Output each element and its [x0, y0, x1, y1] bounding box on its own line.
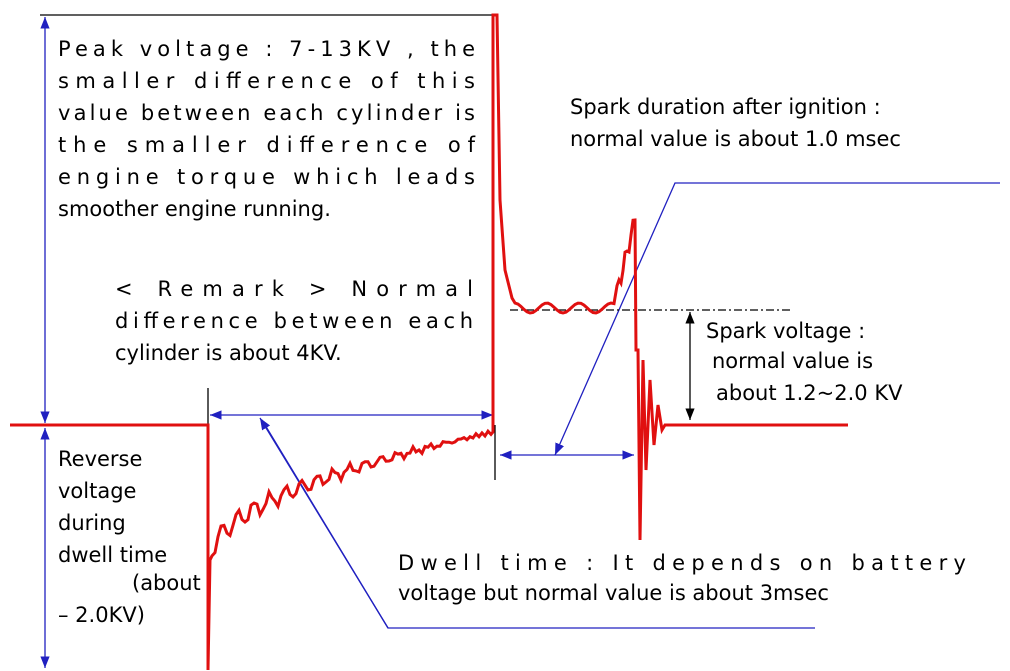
text-line: smoother engine running.: [58, 197, 331, 221]
text-line: dwell time: [58, 543, 167, 567]
text-line: engine torque which leads: [58, 165, 475, 189]
text-line: Reverse: [58, 447, 142, 471]
text-line: Dwell time : It depends on battery: [398, 551, 966, 575]
text-line: normal value is about 1.0 msec: [570, 127, 901, 151]
peak-text: Peak voltage : 7-13KV , the smaller diff…: [58, 37, 476, 221]
guides: [40, 14, 1000, 668]
text-line: cylinder is about 4KV.: [115, 341, 342, 365]
text-line: about 1.2~2.0 KV: [716, 381, 903, 405]
text-line: < Remark > Normal: [115, 277, 473, 301]
text-line: smaller difference of this: [58, 69, 475, 93]
text-line: value between each cylinder is: [58, 101, 475, 125]
spark-duration-text: Spark duration after ignition : normal v…: [570, 95, 901, 151]
dwell-text: Dwell time : It depends on battery volta…: [398, 551, 966, 605]
text-line: Peak voltage : 7-13KV , the: [58, 37, 475, 61]
reverse-text: Reverse voltage during dwell time (about…: [58, 447, 201, 627]
text-line: difference between each: [115, 309, 473, 333]
waveform: [10, 13, 848, 671]
text-line: the smaller difference of: [58, 133, 476, 157]
text-line: voltage: [58, 479, 136, 503]
text-line: – 2.0KV): [58, 603, 145, 627]
text-line: Spark duration after ignition :: [570, 95, 881, 119]
text-line: voltage but normal value is about 3msec: [398, 581, 829, 605]
text-line: during: [58, 511, 126, 535]
text-line: Spark voltage :: [706, 319, 865, 343]
text-line: (about: [132, 571, 201, 595]
remark-text: < Remark > Normal difference between eac…: [115, 277, 473, 365]
text-line: normal value is: [712, 349, 873, 373]
spark-voltage-text: Spark voltage : normal value is about 1.…: [706, 319, 903, 405]
